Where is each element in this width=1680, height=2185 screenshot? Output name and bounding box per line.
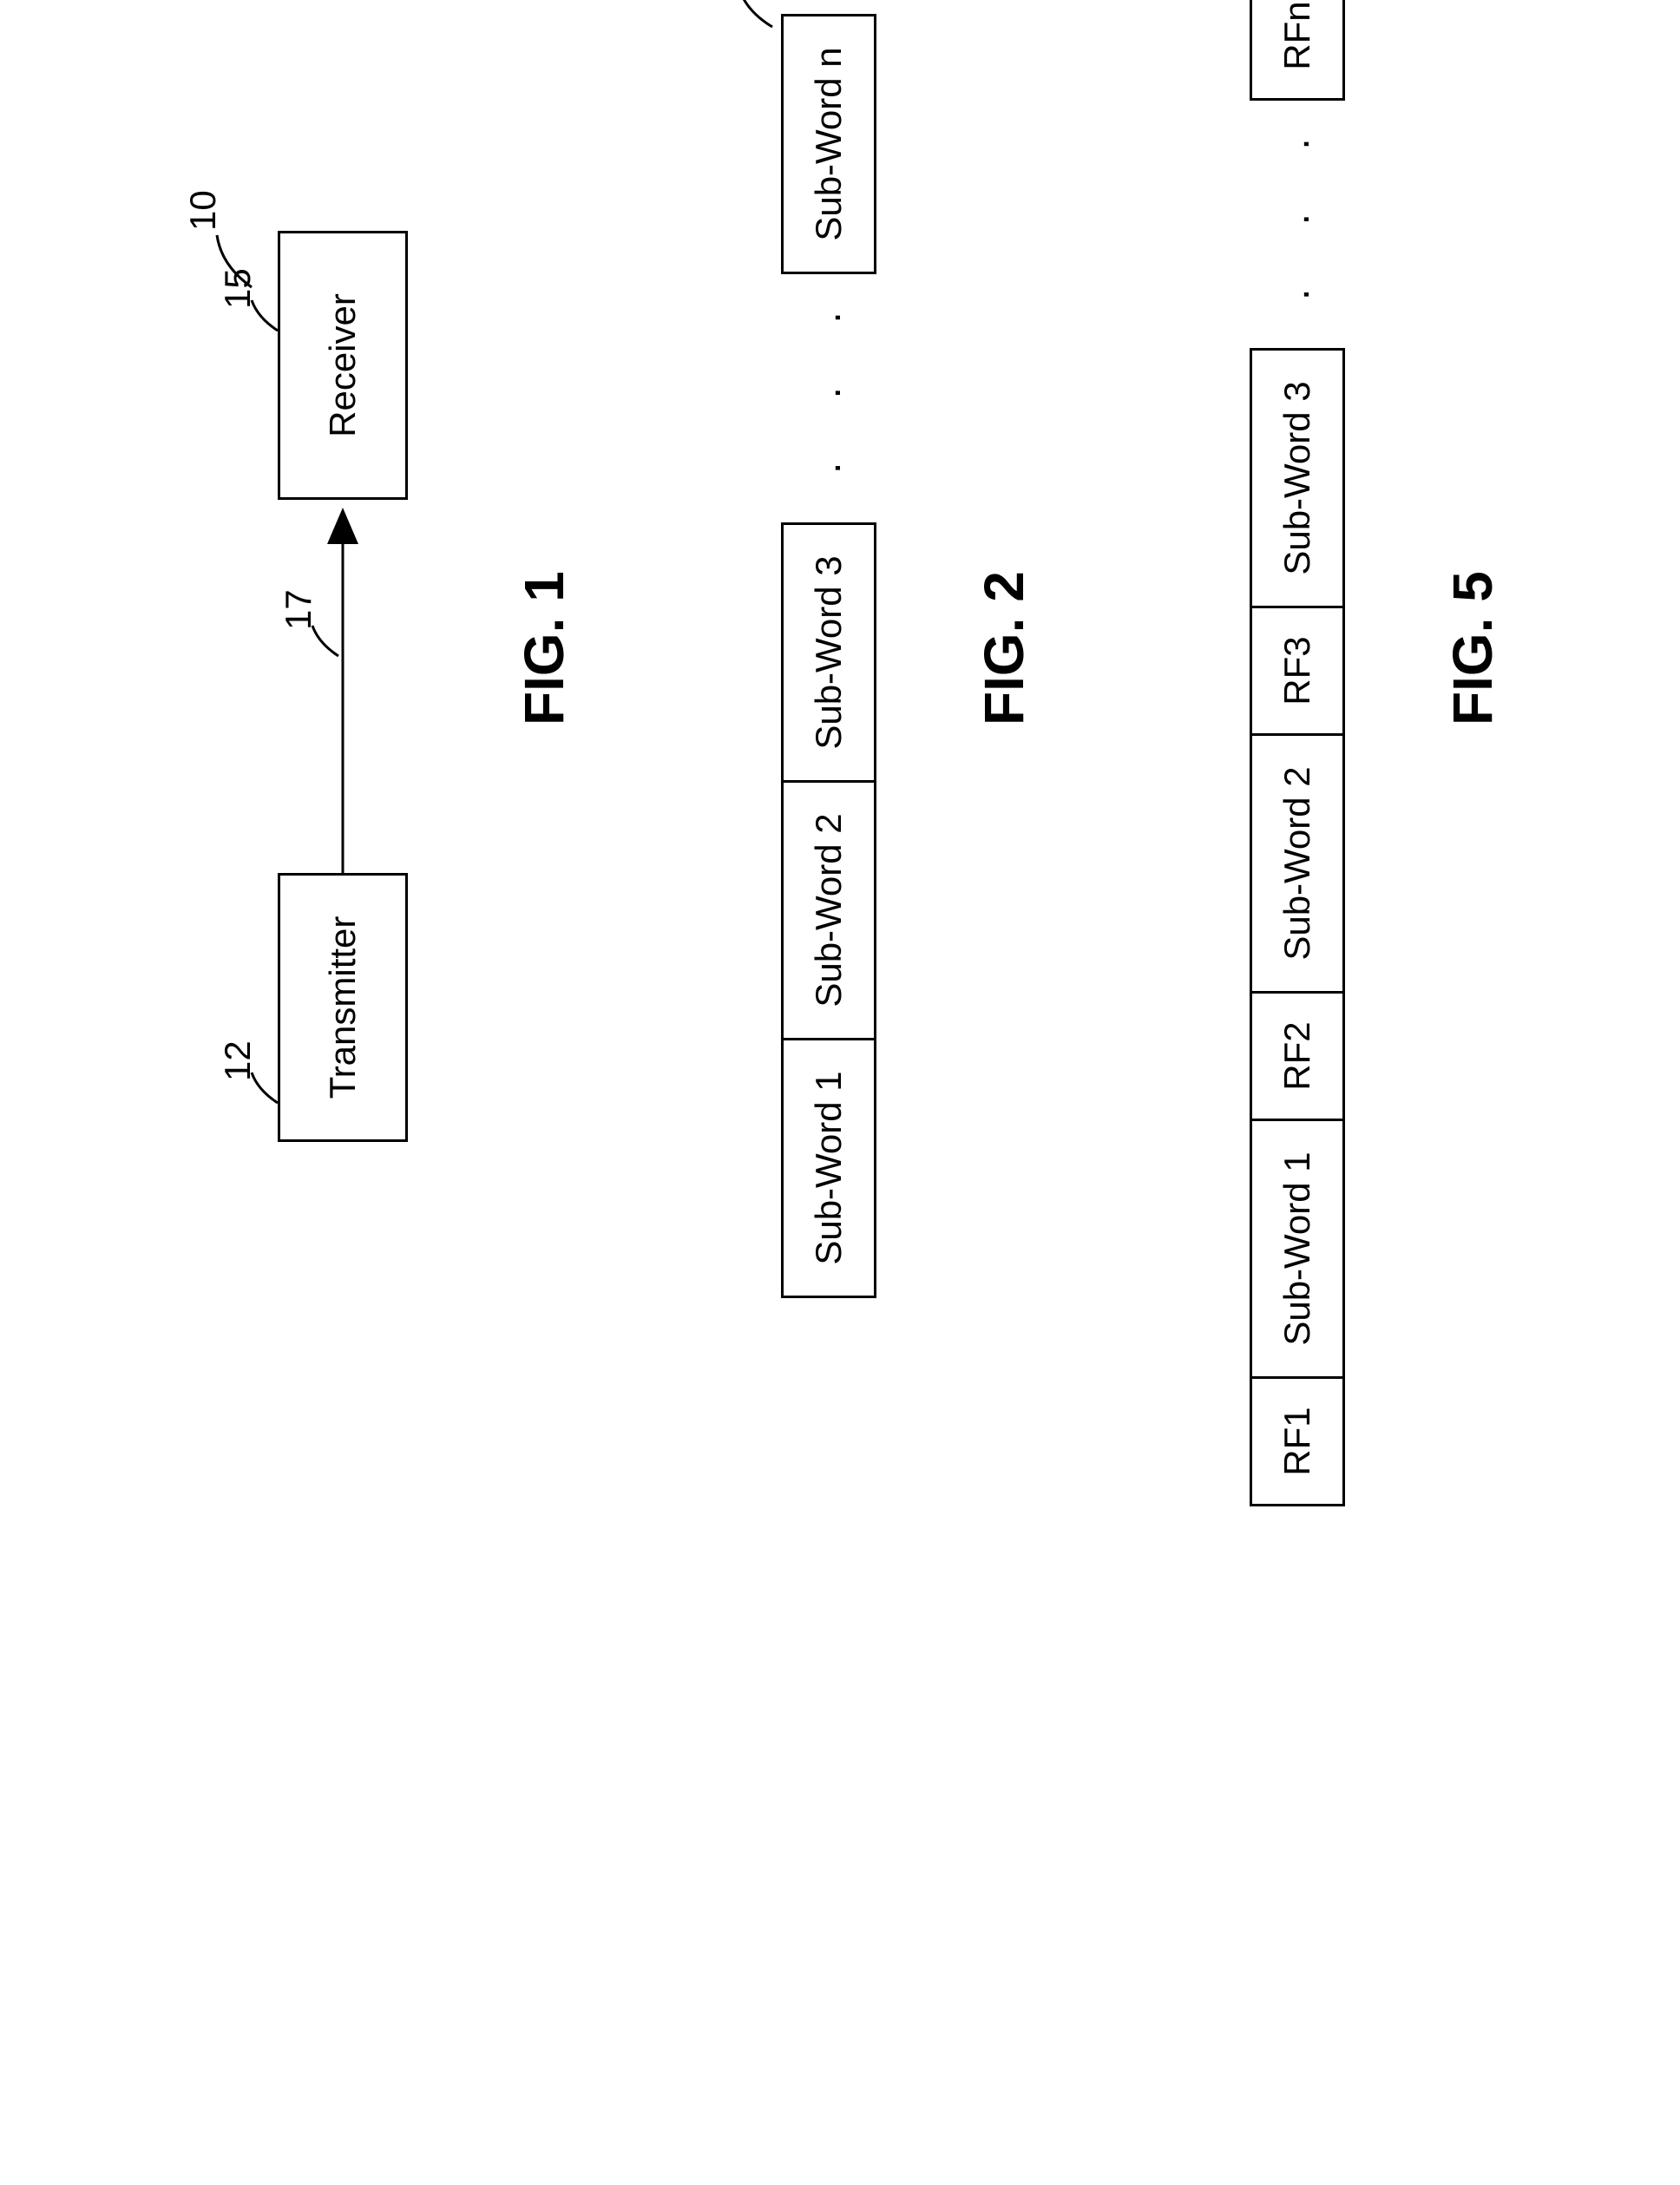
leader-17-icon (308, 621, 343, 660)
fig2-caption: FIG. 2 (972, 571, 1036, 725)
fig2-cell-n: Sub-Word n (781, 14, 876, 274)
fig2-cell-1: Sub-Word 1 (781, 1038, 876, 1298)
fig2-cell-3-label: Sub-Word 3 (808, 555, 850, 749)
leader-fig2-25-icon (733, 0, 777, 31)
fig5-rfn-label: RFn (1276, 1, 1318, 69)
fig5-caption: FIG. 5 (1440, 571, 1505, 725)
link-arrow-icon (321, 500, 364, 873)
fig5-sw1-label: Sub-Word 1 (1276, 1152, 1318, 1345)
fig5-sw2-label: Sub-Word 2 (1276, 766, 1318, 960)
fig5-sw3-label: Sub-Word 3 (1276, 381, 1318, 574)
fig5-sw1: Sub-Word 1 (1250, 1119, 1345, 1379)
fig5-rf1-label: RF1 (1276, 1407, 1318, 1475)
receiver-box: Receiver (278, 231, 408, 500)
transmitter-label: Transmitter (322, 916, 364, 1099)
fig2-cell-3: Sub-Word 3 (781, 522, 876, 783)
fig5-sw3: Sub-Word 3 (1250, 348, 1345, 608)
fig5-rf3: RF3 (1250, 606, 1345, 736)
fig5-rf2: RF2 (1250, 991, 1345, 1121)
diagram-canvas: Transmitter Receiver 10 12 15 17 FIG. 1 … (0, 0, 1680, 1680)
fig5-ellipsis: . . . (1271, 112, 1319, 300)
ref-10: 10 (182, 190, 224, 231)
fig5-rf3-label: RF3 (1276, 636, 1318, 705)
fig5-rf2-label: RF2 (1276, 1021, 1318, 1090)
fig5-rf1: RF1 (1250, 1376, 1345, 1506)
fig2-cell-n-label: Sub-Word n (808, 47, 850, 240)
leader-12-icon (247, 1064, 282, 1107)
fig2-cell-2: Sub-Word 2 (781, 780, 876, 1040)
fig1-caption: FIG. 1 (512, 571, 576, 725)
fig2-cell-2-label: Sub-Word 2 (808, 813, 850, 1007)
transmitter-box: Transmitter (278, 873, 408, 1142)
fig2-cell-1-label: Sub-Word 1 (808, 1071, 850, 1264)
fig5-rfn: RFn (1250, 0, 1345, 101)
receiver-label: Receiver (322, 293, 364, 437)
leader-15-icon (247, 292, 282, 335)
fig5-sw2: Sub-Word 2 (1250, 733, 1345, 994)
fig2-ellipsis: . . . (803, 285, 850, 474)
